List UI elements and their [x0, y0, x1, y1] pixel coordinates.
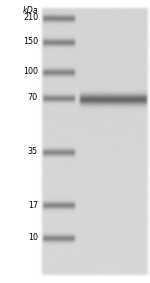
- Text: 17: 17: [28, 200, 38, 209]
- Text: kDa: kDa: [22, 6, 38, 15]
- Text: 35: 35: [28, 147, 38, 156]
- Text: 10: 10: [28, 233, 38, 243]
- Text: 150: 150: [23, 38, 38, 46]
- Text: 210: 210: [23, 14, 38, 23]
- Text: 70: 70: [28, 93, 38, 102]
- Text: 100: 100: [23, 68, 38, 76]
